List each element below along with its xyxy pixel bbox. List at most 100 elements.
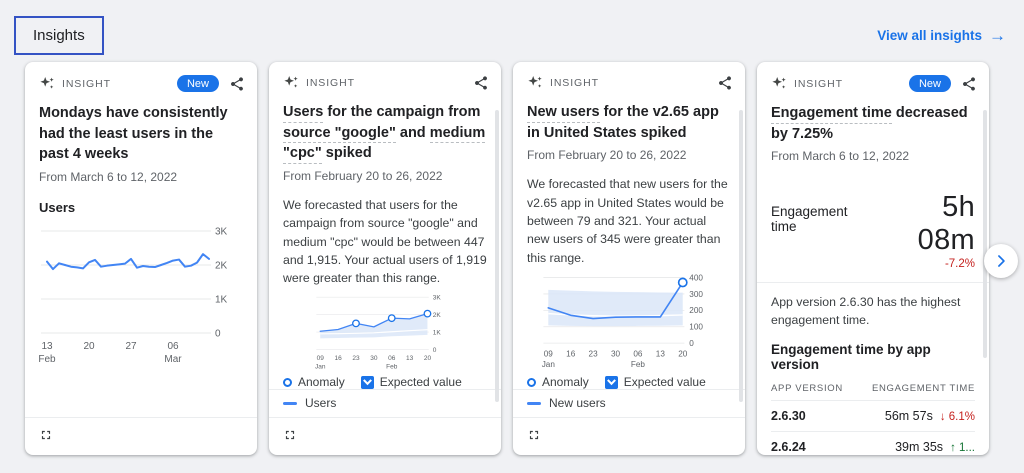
insight-card-engagement[interactable]: INSIGHT New Engagement time decreased by… (757, 62, 989, 455)
card-footer (513, 417, 745, 455)
title-text: for the campaign from (323, 104, 481, 120)
svg-text:Jan: Jan (315, 363, 326, 370)
insight-description: We forecasted that new users for the v2.… (527, 177, 728, 265)
table-row: 2.6.24 39m 35s ↑ 1... (771, 431, 975, 455)
card-footer (25, 417, 257, 455)
svg-text:23: 23 (589, 350, 599, 359)
card-header: INSIGHT New (25, 62, 257, 92)
title-text: decreased by 7.25% (771, 105, 968, 142)
insight-card-new-users[interactable]: INSIGHT New users for the v2.65 app in U… (513, 62, 745, 455)
insight-label: INSIGHT (794, 77, 843, 90)
col-app-version: APP VERSION (771, 374, 855, 401)
expected-legend-label: Expected value (379, 375, 462, 389)
svg-text:06: 06 (633, 350, 643, 359)
svg-text:1K: 1K (215, 294, 228, 305)
svg-text:13: 13 (41, 341, 53, 352)
share-icon[interactable] (961, 76, 977, 92)
svg-text:Feb: Feb (39, 354, 56, 365)
svg-text:Feb: Feb (386, 363, 398, 370)
title-text: spiked (321, 145, 372, 162)
insight-card-campaign[interactable]: INSIGHT Users for the campaign from sour… (269, 62, 501, 455)
trend-down-indicator: ↓ 6.1% (939, 410, 975, 423)
engagement-time-value: 5h 08m (917, 191, 975, 257)
share-icon[interactable] (473, 75, 489, 91)
svg-text:09: 09 (317, 355, 325, 362)
insight-sparkle-icon (283, 75, 299, 91)
insight-label: INSIGHT (306, 77, 355, 89)
anomaly-legend-label: Anomaly (542, 375, 589, 389)
svg-text:20: 20 (83, 341, 95, 352)
anomaly-legend-item: Anomaly (283, 375, 345, 389)
title-text: for the v2.65 app in United States spike… (527, 104, 719, 141)
svg-text:20: 20 (424, 355, 432, 362)
scrollbar[interactable] (983, 110, 987, 358)
view-all-insights-link[interactable]: View all insights → (877, 27, 1006, 44)
insight-note: App version 2.6.30 has the highest engag… (771, 295, 961, 327)
insight-title[interactable]: Users for the campaign from source "goog… (283, 102, 487, 164)
new-badge: New (908, 75, 951, 92)
expected-value-icon (604, 375, 618, 389)
insight-sparkle-icon (527, 75, 543, 91)
svg-text:13: 13 (656, 350, 666, 359)
svg-text:0: 0 (689, 339, 694, 348)
engagement-delta: -7.2% (944, 258, 975, 271)
anomaly-legend-label: Anomaly (298, 375, 345, 389)
svg-text:27: 27 (125, 341, 137, 352)
svg-text:30: 30 (611, 350, 621, 359)
series-legend: New users (513, 389, 745, 417)
page-title-text: Insights (33, 27, 85, 44)
insight-label: INSIGHT (62, 77, 111, 90)
title-text: Mondays have consistently had the least … (39, 105, 228, 163)
card-header: INSIGHT New (757, 62, 989, 92)
series-label: New users (549, 396, 606, 410)
expand-icon[interactable] (281, 426, 299, 444)
svg-text:300: 300 (689, 290, 703, 299)
card-header: INSIGHT (513, 62, 745, 91)
title-term-dashed: source "google" (283, 124, 396, 144)
carousel-next-button[interactable] (984, 244, 1018, 278)
svg-text:2K: 2K (215, 260, 228, 271)
metric-label: Users (39, 199, 76, 215)
svg-text:Mar: Mar (164, 354, 182, 365)
engagement-time-label: Engagement time (771, 204, 848, 235)
svg-text:200: 200 (689, 307, 703, 316)
svg-text:Feb: Feb (631, 360, 646, 369)
share-icon[interactable] (229, 76, 245, 92)
svg-text:100: 100 (689, 323, 703, 332)
chart-legend: Anomaly Expected value (283, 375, 487, 389)
app-version-cell: 2.6.30 (771, 400, 855, 432)
expand-icon[interactable] (37, 426, 55, 444)
svg-text:400: 400 (689, 274, 703, 283)
table-section-title: Engagement time by app version (771, 341, 931, 372)
app-version-cell: 2.6.24 (771, 431, 855, 455)
time-value: 56m 57s (884, 408, 933, 423)
insight-title[interactable]: New users for the v2.65 app in United St… (527, 102, 731, 143)
col-engagement-time: ENGAGEMENT TIME (854, 374, 975, 401)
share-icon[interactable] (717, 75, 733, 91)
arrow-right-icon: → (989, 26, 1006, 45)
engagement-time-cell: 56m 57s ↓ 6.1% (854, 400, 975, 432)
insight-cards-carousel: INSIGHT New Mondays have consistently ha… (25, 62, 989, 455)
insight-title[interactable]: Engagement time decreased by 7.25% (771, 103, 975, 144)
scrollbar[interactable] (739, 110, 743, 402)
insight-date: From March 6 to 12, 2022 (39, 169, 178, 184)
title-text: and (395, 124, 430, 141)
svg-text:0: 0 (433, 347, 437, 354)
anomaly-ring-icon (527, 377, 536, 387)
svg-text:16: 16 (566, 350, 576, 359)
scrollbar[interactable] (495, 110, 499, 402)
expected-value-icon (360, 375, 374, 389)
view-all-label: View all insights (877, 28, 982, 43)
title-term-dashed: medium "cpc" (283, 124, 486, 164)
insight-title[interactable]: Mondays have consistently had the least … (39, 103, 243, 165)
expected-legend-item: Expected value (360, 375, 462, 389)
trend-up-indicator: ↑ 1... (950, 441, 975, 454)
series-line-swatch (283, 401, 297, 405)
expand-icon[interactable] (525, 426, 543, 444)
svg-text:06: 06 (167, 341, 179, 352)
insight-card-mondays[interactable]: INSIGHT New Mondays have consistently ha… (25, 62, 257, 455)
svg-text:Jan: Jan (542, 360, 556, 369)
divider (757, 282, 989, 284)
